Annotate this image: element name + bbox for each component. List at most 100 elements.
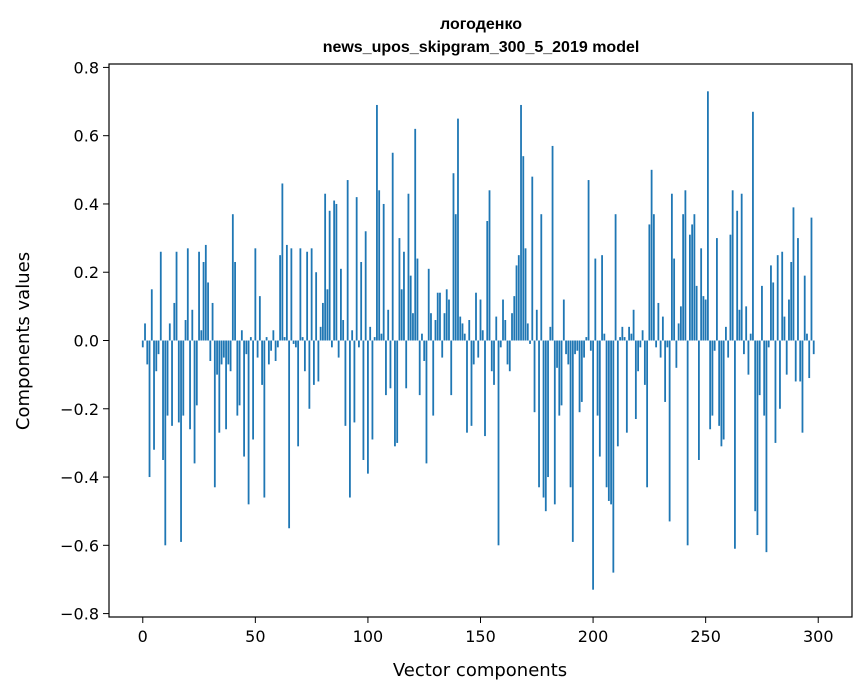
bar: [306, 251, 309, 341]
bar: [315, 272, 318, 341]
bar: [186, 248, 189, 341]
bar: [312, 340, 315, 385]
bar: [468, 320, 471, 341]
bar: [391, 152, 394, 341]
bar: [164, 340, 167, 546]
bar: [423, 340, 426, 361]
bar: [477, 340, 480, 358]
bar: [797, 238, 799, 341]
bar: [448, 299, 450, 341]
bar: [193, 340, 196, 464]
bar: [666, 340, 669, 348]
bar: [601, 255, 603, 341]
bar: [785, 340, 788, 375]
bar: [261, 340, 263, 385]
bar: [727, 340, 730, 358]
bar: [592, 340, 594, 590]
bar: [380, 333, 383, 341]
chart-title-line2: news_upos_skipgram_300_5_2019 model: [323, 39, 640, 56]
bar: [279, 255, 282, 341]
bar: [303, 340, 306, 372]
bar: [470, 340, 473, 426]
y-tick-label: −0.2: [60, 400, 99, 419]
bar: [427, 268, 430, 341]
bar: [385, 340, 387, 396]
bar: [772, 282, 775, 341]
bar: [499, 340, 502, 348]
bar: [173, 302, 176, 341]
bar: [623, 337, 626, 341]
bar: [463, 333, 466, 341]
bar: [353, 340, 356, 423]
x-tick-label: 0: [138, 627, 148, 646]
bar: [574, 340, 576, 355]
bar: [337, 340, 340, 358]
bar: [486, 221, 489, 341]
bar: [360, 261, 363, 341]
bar: [362, 340, 365, 460]
y-tick-label: −0.6: [60, 536, 99, 555]
bar: [481, 330, 484, 341]
bar: [191, 309, 194, 341]
bar: [547, 340, 549, 478]
bar: [292, 340, 295, 344]
bar: [184, 320, 187, 341]
bar: [227, 340, 230, 365]
bar: [659, 340, 662, 358]
y-tick-label: 0.8: [74, 58, 99, 77]
bar: [281, 183, 284, 341]
bar: [544, 340, 547, 512]
bar: [684, 190, 687, 341]
bar: [355, 197, 358, 341]
bar: [571, 340, 574, 542]
bar: [594, 258, 597, 341]
bar: [743, 340, 745, 355]
bar: [605, 340, 608, 488]
bar: [200, 330, 203, 341]
bar: [369, 326, 372, 341]
bar: [202, 261, 205, 341]
bar: [351, 330, 354, 341]
y-tick-label: 0.2: [74, 263, 99, 282]
bar: [511, 313, 513, 341]
bar: [155, 340, 158, 372]
bar: [641, 330, 644, 341]
bar: [790, 261, 793, 341]
bar: [243, 340, 245, 457]
bar: [258, 296, 261, 341]
bar: [425, 340, 428, 464]
bar: [551, 145, 554, 341]
bar: [317, 340, 320, 382]
bar: [515, 265, 518, 341]
bar: [177, 340, 180, 423]
bar: [216, 340, 218, 375]
bar: [598, 340, 601, 457]
bar: [610, 340, 612, 505]
bar: [371, 340, 374, 440]
bar: [632, 309, 635, 341]
bar: [648, 224, 651, 341]
bar: [770, 265, 772, 341]
bar: [421, 333, 423, 341]
bar: [367, 340, 369, 474]
bar: [533, 340, 536, 413]
bar: [535, 309, 538, 341]
bar: [294, 340, 297, 348]
bar: [247, 340, 250, 505]
bar: [222, 340, 225, 358]
bar: [540, 214, 543, 341]
bar: [340, 268, 342, 341]
bar: [808, 340, 811, 379]
bar: [204, 244, 207, 341]
bar: [513, 296, 516, 341]
bar: [502, 299, 504, 341]
bar: [157, 340, 160, 355]
bar: [414, 128, 417, 341]
bar: [679, 306, 682, 341]
bar: [812, 340, 815, 355]
bar: [520, 104, 522, 341]
bar: [580, 340, 583, 402]
bar: [745, 306, 748, 341]
bar: [308, 340, 311, 409]
